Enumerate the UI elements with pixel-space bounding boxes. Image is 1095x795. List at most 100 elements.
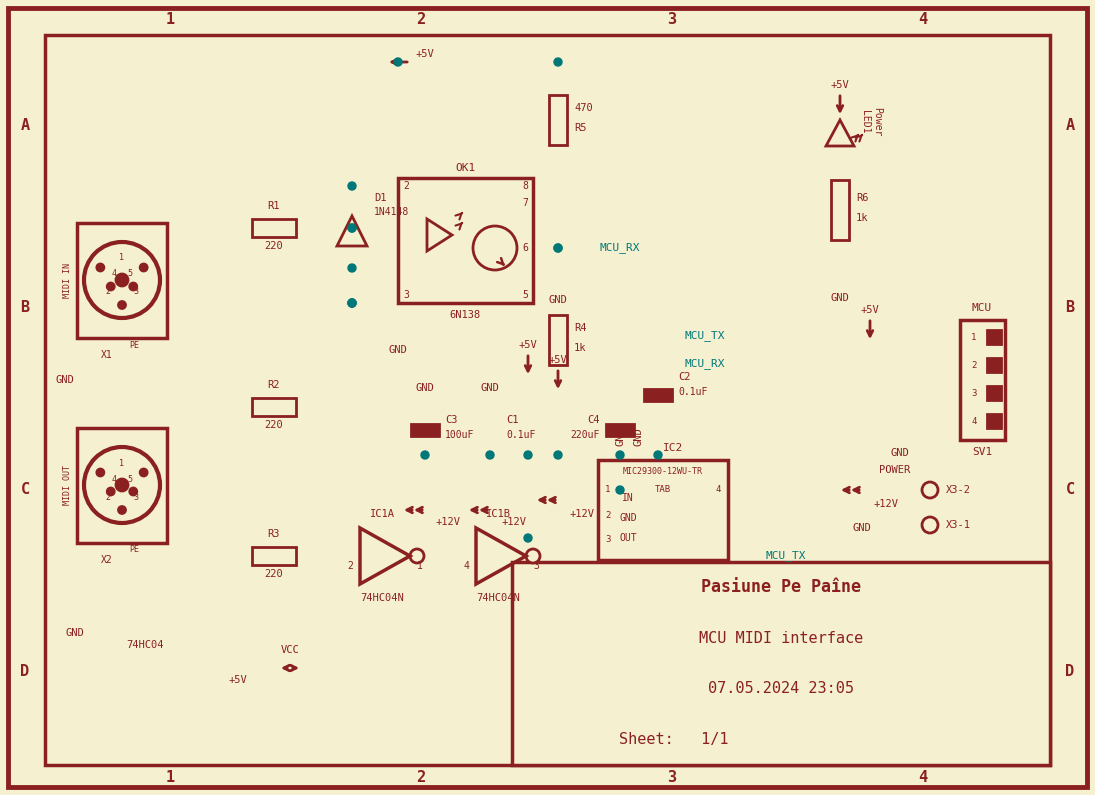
Text: 2: 2 xyxy=(971,362,977,370)
Circle shape xyxy=(348,264,356,272)
Text: +5V: +5V xyxy=(519,340,538,350)
Text: MIDI IN: MIDI IN xyxy=(62,262,71,297)
Text: A: A xyxy=(21,118,30,134)
Bar xyxy=(77,223,168,338)
Bar xyxy=(252,219,296,237)
Text: 2: 2 xyxy=(416,13,426,28)
Text: 3: 3 xyxy=(606,536,611,545)
Circle shape xyxy=(554,244,562,252)
Circle shape xyxy=(96,469,104,476)
Text: 6N138: 6N138 xyxy=(449,310,481,320)
Text: 1: 1 xyxy=(971,333,977,343)
Text: OK1: OK1 xyxy=(454,163,475,173)
Text: GND: GND xyxy=(66,628,84,638)
Text: 4: 4 xyxy=(715,486,721,494)
Text: 2: 2 xyxy=(347,561,353,571)
Text: C4: C4 xyxy=(588,415,600,425)
Text: 4: 4 xyxy=(112,270,116,278)
Text: MCU MIDI interface: MCU MIDI interface xyxy=(699,630,863,646)
Bar xyxy=(549,95,567,145)
Bar xyxy=(252,547,296,565)
Text: 4: 4 xyxy=(112,475,116,483)
Text: POWER: POWER xyxy=(879,465,910,475)
Text: 2: 2 xyxy=(105,492,111,502)
Text: MIDI OUT: MIDI OUT xyxy=(62,465,71,505)
Text: 1k: 1k xyxy=(856,213,868,223)
Text: C1: C1 xyxy=(506,415,519,425)
Text: 4: 4 xyxy=(463,561,469,571)
Text: 1: 1 xyxy=(165,770,174,785)
Text: OUT: OUT xyxy=(619,533,637,543)
Bar xyxy=(77,428,168,543)
Text: C2: C2 xyxy=(678,372,691,382)
Circle shape xyxy=(116,479,128,491)
Bar xyxy=(598,460,728,560)
Text: R3: R3 xyxy=(268,529,280,539)
Text: +5V: +5V xyxy=(861,305,879,315)
Circle shape xyxy=(107,283,114,290)
Bar xyxy=(987,414,1001,428)
Bar xyxy=(397,178,533,303)
Bar xyxy=(644,389,672,401)
Circle shape xyxy=(525,451,532,459)
Text: MCU_RX: MCU_RX xyxy=(600,242,641,254)
Bar xyxy=(549,315,567,365)
Text: GND: GND xyxy=(389,345,407,355)
Text: VCC: VCC xyxy=(280,645,299,655)
Text: 220: 220 xyxy=(265,569,284,579)
Text: R4: R4 xyxy=(574,323,587,333)
Circle shape xyxy=(486,451,494,459)
Text: 07.05.2024 23:05: 07.05.2024 23:05 xyxy=(708,681,854,696)
Text: 3: 3 xyxy=(971,390,977,398)
Text: C: C xyxy=(21,483,30,498)
Text: X3-1: X3-1 xyxy=(946,520,971,530)
Circle shape xyxy=(526,549,540,563)
Text: 74HC04N: 74HC04N xyxy=(360,593,404,603)
Text: +5V: +5V xyxy=(549,355,567,365)
Text: MCU_RX: MCU_RX xyxy=(684,359,725,370)
Text: 6: 6 xyxy=(522,243,528,253)
Text: 1: 1 xyxy=(119,254,125,262)
Text: 220: 220 xyxy=(265,420,284,430)
Text: 2: 2 xyxy=(403,181,408,191)
Text: 3: 3 xyxy=(403,290,408,300)
Text: PE: PE xyxy=(129,545,139,554)
Text: A: A xyxy=(1065,118,1074,134)
Text: 2: 2 xyxy=(105,288,111,297)
Circle shape xyxy=(118,506,126,514)
Text: 2: 2 xyxy=(416,770,426,785)
Text: 0.1uF: 0.1uF xyxy=(678,387,707,397)
Circle shape xyxy=(348,182,356,190)
Text: 3: 3 xyxy=(668,13,677,28)
Text: +5V: +5V xyxy=(229,675,247,685)
Bar xyxy=(252,398,296,416)
Circle shape xyxy=(84,242,160,318)
Text: B: B xyxy=(21,301,30,316)
Text: 3: 3 xyxy=(134,288,138,297)
Text: 8: 8 xyxy=(522,181,528,191)
Circle shape xyxy=(348,224,356,232)
Text: +12V: +12V xyxy=(436,517,461,527)
Circle shape xyxy=(922,517,938,533)
Text: 3: 3 xyxy=(668,770,677,785)
Text: 1: 1 xyxy=(165,13,174,28)
Circle shape xyxy=(118,301,126,308)
Text: +12V: +12V xyxy=(874,499,899,509)
Text: R5: R5 xyxy=(574,123,587,133)
Text: C: C xyxy=(1065,483,1074,498)
Text: Pasiune Pe Paîne: Pasiune Pe Paîne xyxy=(701,579,861,596)
Circle shape xyxy=(348,299,356,307)
Circle shape xyxy=(554,58,562,66)
Circle shape xyxy=(84,447,160,523)
Text: 100uF: 100uF xyxy=(445,430,474,440)
Circle shape xyxy=(420,451,429,459)
Circle shape xyxy=(116,274,128,286)
Text: 220: 220 xyxy=(265,241,284,251)
Text: 1k: 1k xyxy=(574,343,587,353)
Bar xyxy=(987,386,1001,400)
Text: GND: GND xyxy=(619,513,637,523)
Circle shape xyxy=(922,482,938,498)
Text: 1N4148: 1N4148 xyxy=(374,207,410,217)
Text: B: B xyxy=(1065,301,1074,316)
Text: 0.1uF: 0.1uF xyxy=(506,430,535,440)
